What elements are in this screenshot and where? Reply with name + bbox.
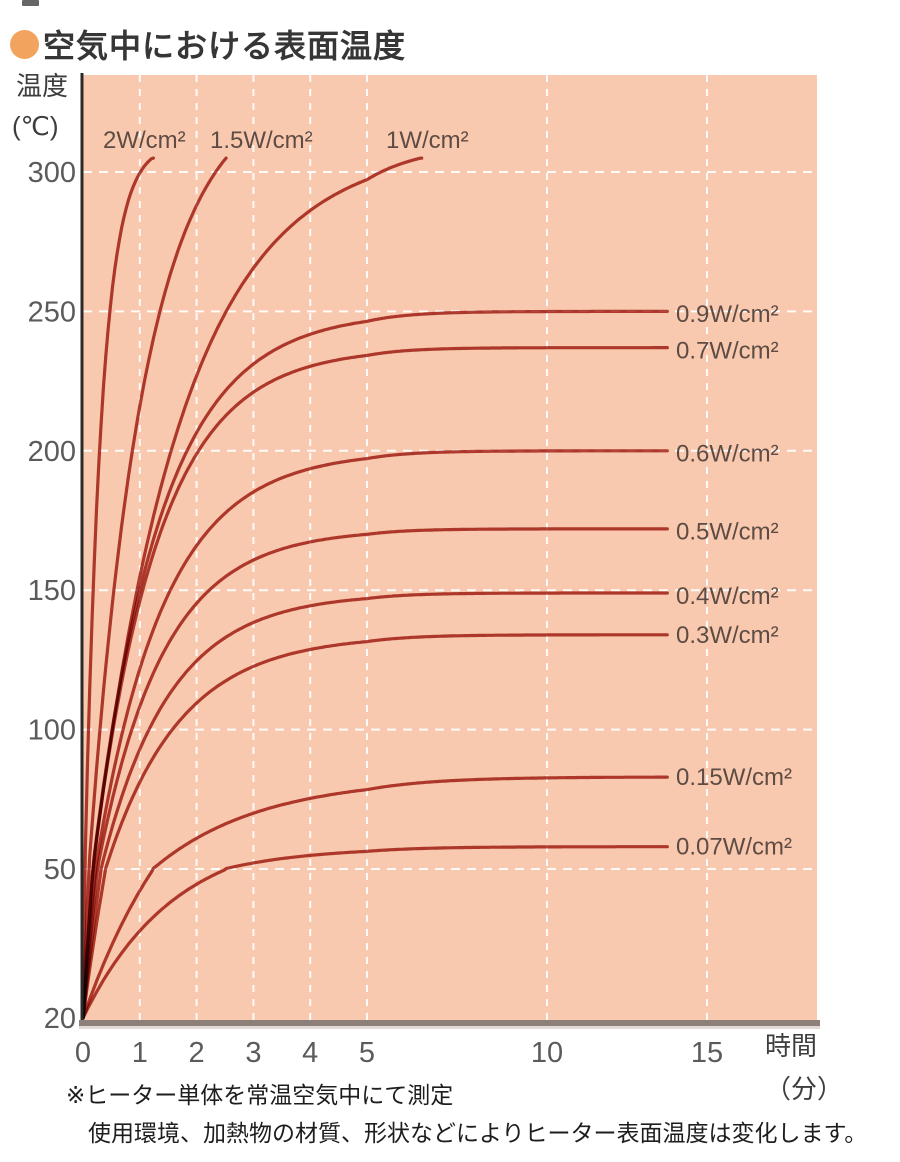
curve-series: [81, 156, 669, 1020]
curve-0p07w-cm-: [81, 845, 669, 1020]
x-tick-2: 2: [189, 1037, 205, 1069]
x-tick-4: 4: [302, 1037, 318, 1069]
curve-label-0p5w-cm-: 0.5W/cm²: [676, 519, 779, 546]
x-axis-unit: （分）: [765, 1074, 843, 1104]
curve-2w-cm-: [81, 156, 155, 1020]
curve-0p7w-cm-: [81, 346, 669, 1020]
curve-label-0p7w-cm-: 0.7W/cm²: [676, 337, 779, 364]
curve-1p5w-cm-: [81, 156, 228, 1020]
y-tick-20: 20: [44, 1003, 76, 1035]
curve-1w-cm-: [81, 156, 424, 1020]
curve-label-2w-cm-: 2W/cm²: [103, 127, 186, 154]
x-axis-title: 時間: [765, 1031, 817, 1061]
curve-label-1w-cm-: 1W/cm²: [386, 127, 469, 154]
curve-label-0p15w-cm-: 0.15W/cm²: [676, 764, 792, 791]
curve-0p9w-cm-: [81, 309, 669, 1020]
plot-background: [83, 75, 817, 1022]
x-tick-15: 15: [691, 1037, 723, 1069]
curve-0p6w-cm-: [81, 449, 669, 1020]
footnote-line-1: ※ヒーター単体を常温空気中にて測定: [66, 1082, 454, 1108]
x-tick-1: 1: [132, 1037, 148, 1069]
y-tick-150: 150: [28, 575, 76, 607]
curve-0p5w-cm-: [81, 527, 669, 1020]
x-tick-10: 10: [531, 1037, 563, 1069]
cropped-text-artifact: [22, 0, 39, 6]
curve-label-0p4w-cm-: 0.4W/cm²: [676, 583, 779, 610]
y-tick-300: 300: [28, 157, 76, 189]
y-axis-unit: (℃): [12, 111, 59, 141]
y-tick-200: 200: [28, 436, 76, 468]
curve-label-0p9w-cm-: 0.9W/cm²: [676, 301, 779, 328]
x-axis-baseline-shadow: [79, 1026, 820, 1029]
orange-bullet-icon: [10, 29, 39, 59]
y-tick-100: 100: [28, 715, 76, 747]
curve-0p4w-cm-: [81, 591, 669, 1020]
curve-labels: 2W/cm² 1.5W/cm² 1W/cm² 0.9W/cm² 0.7W/cm² 0.6W…: [103, 127, 792, 861]
y-tick-50: 50: [44, 854, 76, 886]
x-tick-5: 5: [359, 1037, 375, 1069]
x-axis-baseline: [79, 1020, 820, 1026]
curve-label-0p6w-cm-: 0.6W/cm²: [676, 441, 779, 468]
footnote-line-2: 使用環境、加熱物の材質、形状などによりヒーター表面温度は変化します。: [88, 1120, 868, 1146]
chart-title-row: 空気中における表面温度: [10, 21, 406, 67]
x-tick-0: 0: [75, 1037, 91, 1069]
curve-label-0p07w-cm-: 0.07W/cm²: [676, 834, 792, 861]
tick-labels: 300 250 200 150 100 50 200 1 2 3 4 5 10 15: [28, 157, 724, 1069]
page-title: 空気中における表面温度: [43, 28, 407, 64]
y-tick-250: 250: [28, 296, 76, 328]
curve-label-0p3w-cm-: 0.3W/cm²: [676, 622, 779, 649]
x-tick-3: 3: [245, 1037, 261, 1069]
y-axis-title: 温度: [16, 71, 68, 101]
curve-label-1p5w-cm-: 1.5W/cm²: [210, 127, 313, 154]
curve-0p3w-cm-: [81, 633, 669, 1020]
curve-0p15w-cm-: [81, 775, 669, 1020]
